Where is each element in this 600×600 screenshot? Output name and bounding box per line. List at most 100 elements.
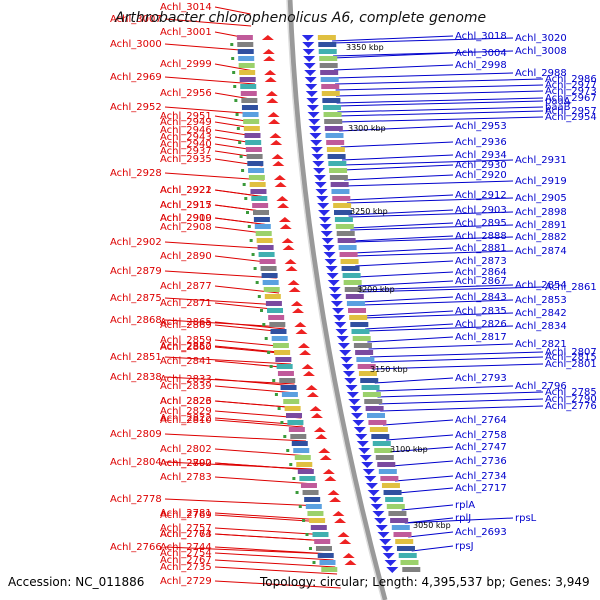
feature-block xyxy=(271,336,288,341)
feature-block xyxy=(323,112,342,117)
reverse-gene xyxy=(329,294,342,300)
feature-block xyxy=(339,252,358,257)
feature-block xyxy=(398,553,417,558)
gene-label: Achl_2853 xyxy=(515,295,567,306)
leader-line xyxy=(401,504,454,511)
leader-line xyxy=(214,321,285,330)
gene-label: Achl_2823 xyxy=(160,396,212,407)
feature-block xyxy=(400,560,419,565)
feature-block xyxy=(263,287,280,292)
reverse-gene xyxy=(362,469,375,475)
feature-block xyxy=(310,525,327,530)
gene-label: Achl_2693 xyxy=(455,527,507,538)
gene-label: Achl_2879 xyxy=(110,266,162,277)
reverse-gene xyxy=(308,126,321,132)
marker-dot xyxy=(286,449,290,452)
gene-label: Achl_2875 xyxy=(110,293,162,304)
leader-line xyxy=(214,385,297,394)
feature-block xyxy=(286,413,303,418)
gene-label: Achl_2910 xyxy=(160,213,212,224)
leader-line xyxy=(350,222,454,229)
leader-line xyxy=(214,419,304,428)
reverse-gene xyxy=(318,217,331,223)
leader-line xyxy=(372,363,544,370)
marker-dot xyxy=(302,519,306,522)
reverse-gene xyxy=(359,455,372,461)
marker-dot xyxy=(272,379,276,382)
feature-block xyxy=(378,469,397,474)
leader-line xyxy=(342,159,514,166)
feature-block xyxy=(349,315,368,320)
gene-label: Achl_2915 xyxy=(160,200,212,211)
feature-block xyxy=(372,441,391,446)
forward-gene xyxy=(324,476,337,481)
forward-gene xyxy=(274,182,287,187)
gene-label: Achl_2882 xyxy=(515,232,567,243)
feature-block xyxy=(388,511,407,516)
forward-gene xyxy=(277,203,290,208)
gene-label: Achl_2852 xyxy=(160,341,212,352)
feature-block xyxy=(238,56,255,61)
reverse-gene xyxy=(355,434,368,440)
feature-block xyxy=(283,399,300,404)
leader-line xyxy=(214,476,316,485)
feature-block xyxy=(267,308,284,313)
gene-label: Achl_2769 xyxy=(160,510,212,521)
marker-dot xyxy=(241,169,245,172)
gene-label: Achl_2774 xyxy=(160,529,212,540)
gene-track xyxy=(230,35,421,573)
feature-block xyxy=(393,532,412,537)
marker-dot xyxy=(238,141,242,144)
gene-label: Achl_2909 xyxy=(160,213,212,224)
gene-label: Achl_2861 xyxy=(545,282,597,293)
reverse-gene xyxy=(375,525,388,531)
marker-dot xyxy=(257,295,261,298)
forward-gene xyxy=(329,497,342,502)
gene-label: Achl_2969 xyxy=(110,72,162,83)
gene-label: Achl_2986 xyxy=(545,74,597,85)
feature-block xyxy=(269,322,286,327)
feature-block xyxy=(243,126,260,131)
gene-label: rpsL xyxy=(515,513,537,524)
gene-label: Achl_2936 xyxy=(455,137,507,148)
feature-block xyxy=(318,49,337,54)
feature-block xyxy=(248,168,265,173)
gene-label: Achl_2956 xyxy=(160,88,212,99)
reverse-gene xyxy=(310,140,323,146)
position-label: 3250 kbp xyxy=(350,207,388,216)
feature-block xyxy=(255,231,272,236)
leader-line xyxy=(214,189,267,198)
leader-line xyxy=(358,280,454,287)
accession-text: Accession: NC_011886 xyxy=(8,575,145,589)
gene-label: Achl_2943 xyxy=(160,132,212,143)
gene-label: Achl_2793 xyxy=(455,373,507,384)
reverse-gene xyxy=(328,287,341,293)
leader-line xyxy=(214,512,324,521)
leader-line xyxy=(376,385,514,392)
gene-label: Achl_2954 xyxy=(545,112,597,123)
leader-line xyxy=(348,211,514,218)
reverse-gene xyxy=(304,77,317,83)
feature-block xyxy=(357,364,376,369)
gene-label: Achl_2951 xyxy=(160,111,212,122)
gene-label: Achl_2800 xyxy=(160,458,212,469)
forward-gene xyxy=(295,329,308,334)
feature-block xyxy=(279,378,296,383)
leader-line xyxy=(358,284,514,291)
feature-block xyxy=(288,427,305,432)
feature-block xyxy=(396,546,415,551)
reverse-gene xyxy=(313,168,326,174)
leader-line xyxy=(344,174,454,181)
gene-label: Achl_2758 xyxy=(455,430,507,441)
leader-line xyxy=(378,398,544,405)
leader-line xyxy=(346,197,514,204)
feature-block xyxy=(356,357,375,362)
forward-gene xyxy=(313,427,326,432)
forward-gene xyxy=(263,56,276,61)
leader-line xyxy=(335,78,544,85)
reverse-gene xyxy=(358,448,371,454)
leader-line xyxy=(356,271,454,278)
gene-label: Achl_2841 xyxy=(160,356,212,367)
marker-dot xyxy=(269,365,273,368)
feature-block xyxy=(318,42,337,47)
